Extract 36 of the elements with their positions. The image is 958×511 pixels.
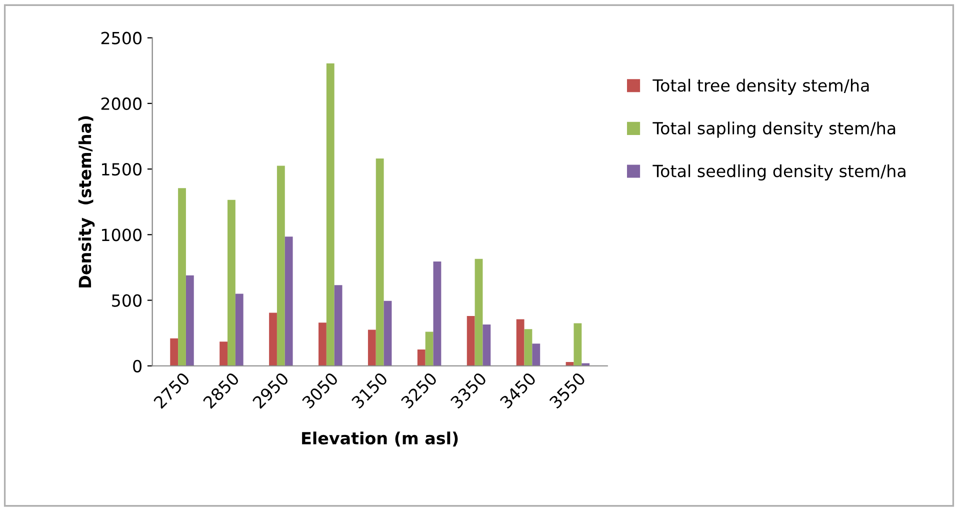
- y-tick-label: 2000: [101, 97, 142, 110]
- bar: [318, 322, 326, 366]
- bar: [235, 294, 244, 366]
- bar: [516, 319, 524, 366]
- bar: [433, 262, 442, 366]
- bar: [326, 63, 334, 366]
- bar: [178, 188, 186, 366]
- bar: [466, 316, 475, 366]
- legend-label: Total sapling density stem/ha: [652, 122, 896, 138]
- bar: [334, 285, 342, 366]
- bar: [220, 342, 228, 366]
- bar: [574, 323, 582, 366]
- bar: [228, 200, 236, 366]
- y-tick-label: 1000: [102, 228, 142, 242]
- bar: [524, 329, 532, 366]
- bar: [425, 332, 434, 366]
- bar: [186, 275, 194, 366]
- bar: [368, 330, 376, 366]
- bar: [532, 344, 540, 366]
- y-tick-label: 1500: [102, 163, 142, 176]
- x-axis-title: Elevation (m asl): [302, 432, 458, 446]
- y-tick-label: 500: [112, 294, 142, 307]
- y-tick-label: 0: [133, 360, 142, 372]
- bar: [482, 324, 491, 366]
- bar: [170, 338, 178, 366]
- bar: [474, 258, 483, 366]
- legend-label: Total tree density stem/ha: [652, 78, 869, 95]
- bar: [417, 349, 426, 366]
- y-tick-label: 2500: [101, 32, 142, 44]
- bar: [276, 166, 285, 366]
- bar: [384, 300, 392, 366]
- bar: [269, 312, 277, 366]
- y-axis-title: Density (stem/ha): [78, 116, 95, 288]
- bar: [376, 158, 384, 366]
- legend-label: Total seedling density stem/ha: [652, 164, 906, 181]
- bar: [284, 236, 293, 366]
